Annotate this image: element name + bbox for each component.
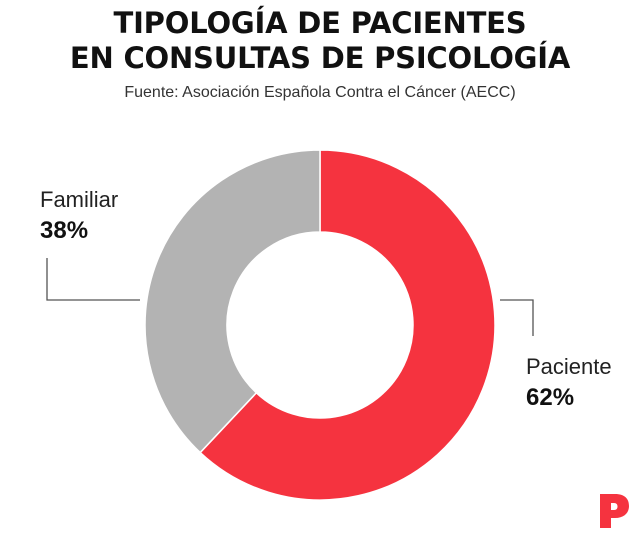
slice-paciente [199, 149, 496, 501]
chart-title-line1: TIPOLOGÍA DE PACIENTES [113, 6, 527, 40]
label-paciente: Paciente [526, 354, 612, 379]
label-familiar: Familiar [40, 187, 118, 212]
value-familiar: 38% [40, 217, 88, 244]
leader-line-familiar [46, 258, 140, 301]
slice-familiar [144, 149, 321, 454]
chart-source: Fuente: Asociación Española Contra el Cá… [124, 84, 516, 101]
value-paciente: 62% [526, 384, 574, 411]
chart-title-line2: EN CONSULTAS DE PSICOLOGÍA [69, 41, 571, 75]
brand-p-logo-icon [600, 494, 629, 528]
leader-line-paciente [500, 299, 534, 336]
